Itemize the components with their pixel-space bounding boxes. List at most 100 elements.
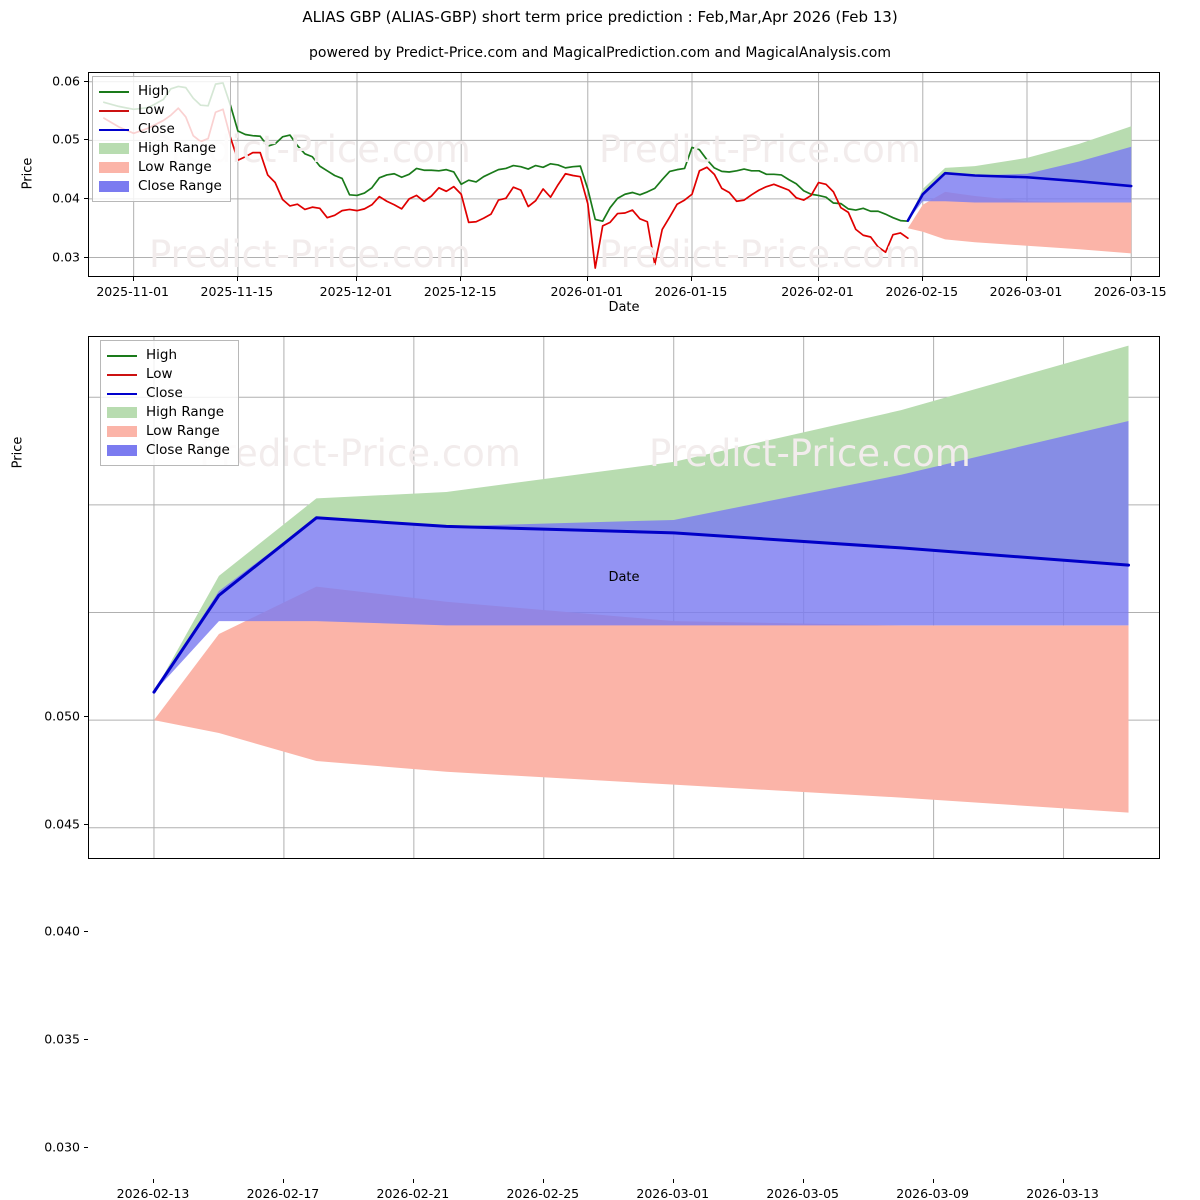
x-tick-mark <box>921 277 923 281</box>
legend-label-low-range: Low Range <box>138 159 212 175</box>
x-tick-label: 2026-02-01 <box>781 284 854 299</box>
x-tick-label: 2026-02-17 <box>246 1186 320 1200</box>
forecast-detail-legend: High Low Close High Range Low Range Clos… <box>100 340 239 466</box>
forecast-detail-chart-svg <box>89 337 1159 858</box>
x-tick-mark <box>132 277 134 281</box>
x-tick-label: 2026-03-01 <box>989 284 1063 299</box>
x-tick-mark <box>802 1179 804 1183</box>
overview-yaxis-label: Price <box>20 157 36 190</box>
low-line-swatch-icon <box>99 109 129 112</box>
x-tick-label: 2026-02-21 <box>376 1186 450 1200</box>
y-tick-mark <box>84 716 88 718</box>
page-subtitle: powered by Predict-Price.com and Magical… <box>309 45 891 61</box>
legend2-item-high-range: High Range <box>107 403 230 422</box>
close-line-swatch-icon <box>107 392 137 395</box>
watermark-text-3: Predict-Price.com <box>149 233 471 276</box>
x-tick-mark <box>356 277 357 281</box>
low-range-swatch-icon <box>99 162 129 173</box>
x-tick-label: 2026-02-25 <box>506 1186 580 1200</box>
watermark-text-2: Predict-Price.com <box>599 128 921 171</box>
y-tick-mark <box>84 931 88 933</box>
close-line-swatch-icon <box>99 128 129 131</box>
legend2-label-close-range: Close Range <box>146 442 230 458</box>
y-tick-mark <box>84 197 88 199</box>
legend2-label-high-range: High Range <box>146 404 225 420</box>
high-range-swatch-icon <box>107 407 137 418</box>
overview-chart-panel: Predict-Price.com Predict-Price.com Pred… <box>0 0 1200 320</box>
y-tick-mark <box>84 256 88 258</box>
legend2-item-close-range: Close Range <box>107 441 230 460</box>
legend2-label-low-range: Low Range <box>146 423 220 439</box>
high-range-swatch-icon <box>99 143 129 154</box>
legend-item-high-range: High Range <box>99 139 222 158</box>
y-tick-label: 0.030 <box>44 1139 80 1155</box>
forecast-detail-plot-area: Predict-Price.com Predict-Price.com <box>88 336 1160 859</box>
legend-label-high: High <box>138 83 170 99</box>
watermark-text-4: Predict-Price.com <box>599 233 921 276</box>
legend-label-high-range: High Range <box>138 140 217 156</box>
y-tick-label: 0.06 <box>52 73 80 89</box>
legend2-label-close: Close <box>146 385 183 401</box>
watermark-text-6: Predict-Price.com <box>649 432 971 475</box>
legend-label-close: Close <box>138 121 175 137</box>
legend-item-high: High <box>99 82 222 101</box>
x-tick-mark <box>691 277 692 281</box>
legend-item-low: Low <box>99 101 222 120</box>
y-tick-label: 0.035 <box>44 1031 80 1047</box>
x-tick-mark <box>1130 277 1132 281</box>
legend-item-close-range: Close Range <box>99 177 222 196</box>
x-tick-label: 2026-03-13 <box>1026 1186 1099 1200</box>
legend2-item-low: Low <box>107 365 230 384</box>
x-tick-label: 2026-02-15 <box>885 284 959 299</box>
x-tick-label: 2026-01-01 <box>550 284 624 299</box>
y-tick-label: 0.04 <box>52 190 80 206</box>
x-tick-mark <box>672 1179 674 1183</box>
overview-plot-area: Predict-Price.com Predict-Price.com Pred… <box>88 72 1160 277</box>
x-tick-label: 2026-03-01 <box>636 1186 710 1200</box>
y-tick-label: 0.03 <box>52 249 80 264</box>
overview-chart-svg <box>89 73 1159 276</box>
legend2-label-low: Low <box>146 366 173 382</box>
legend2-label-high: High <box>146 347 178 363</box>
overview-xaxis-label: Date <box>608 300 640 315</box>
x-tick-mark <box>542 1179 544 1183</box>
legend-item-low-range: Low Range <box>99 158 222 177</box>
legend-label-close-range: Close Range <box>138 178 222 194</box>
x-tick-mark <box>412 1179 414 1183</box>
legend2-item-high: High <box>107 346 230 365</box>
legend-label-low: Low <box>138 102 165 118</box>
x-tick-label: 2026-02-13 <box>116 1186 190 1200</box>
legend2-item-low-range: Low Range <box>107 422 230 441</box>
y-tick-label: 0.050 <box>44 708 80 724</box>
forecast-detail-chart-panel: Predict-Price.com Predict-Price.com 2026… <box>0 320 1200 1200</box>
x-tick-label: 2026-03-09 <box>896 1186 969 1200</box>
x-tick-label: 2026-03-05 <box>766 1186 839 1200</box>
x-tick-label: 2026-03-15 <box>1093 284 1167 299</box>
y-tick-label: 0.040 <box>44 923 80 939</box>
legend2-item-close: Close <box>107 384 230 403</box>
forecast-detail-xaxis-label: Date <box>608 570 640 585</box>
x-tick-mark <box>1026 277 1027 281</box>
high-line-swatch-icon <box>107 354 137 357</box>
x-tick-mark <box>282 1179 284 1183</box>
close-range-swatch-icon <box>107 445 137 456</box>
low-line-swatch-icon <box>107 373 137 376</box>
x-tick-mark <box>932 1179 934 1183</box>
watermark-text-5: Predict-Price.com <box>199 432 521 475</box>
x-tick-label: 2025-12-15 <box>423 284 497 299</box>
y-tick-mark <box>84 80 88 82</box>
high-line-swatch-icon <box>99 90 129 93</box>
x-tick-mark <box>586 277 588 281</box>
y-tick-mark <box>84 823 88 825</box>
legend-item-close: Close <box>99 120 222 139</box>
close-range-swatch-icon <box>99 181 129 192</box>
x-tick-label: 2025-11-15 <box>200 284 274 299</box>
x-tick-label: 2026-01-15 <box>654 284 728 299</box>
low-range-swatch-icon <box>107 426 137 437</box>
x-tick-mark <box>817 277 819 281</box>
x-tick-mark <box>460 277 462 281</box>
y-tick-label: 0.045 <box>44 816 80 832</box>
x-tick-mark <box>236 277 238 281</box>
y-tick-label: 0.05 <box>52 131 80 147</box>
